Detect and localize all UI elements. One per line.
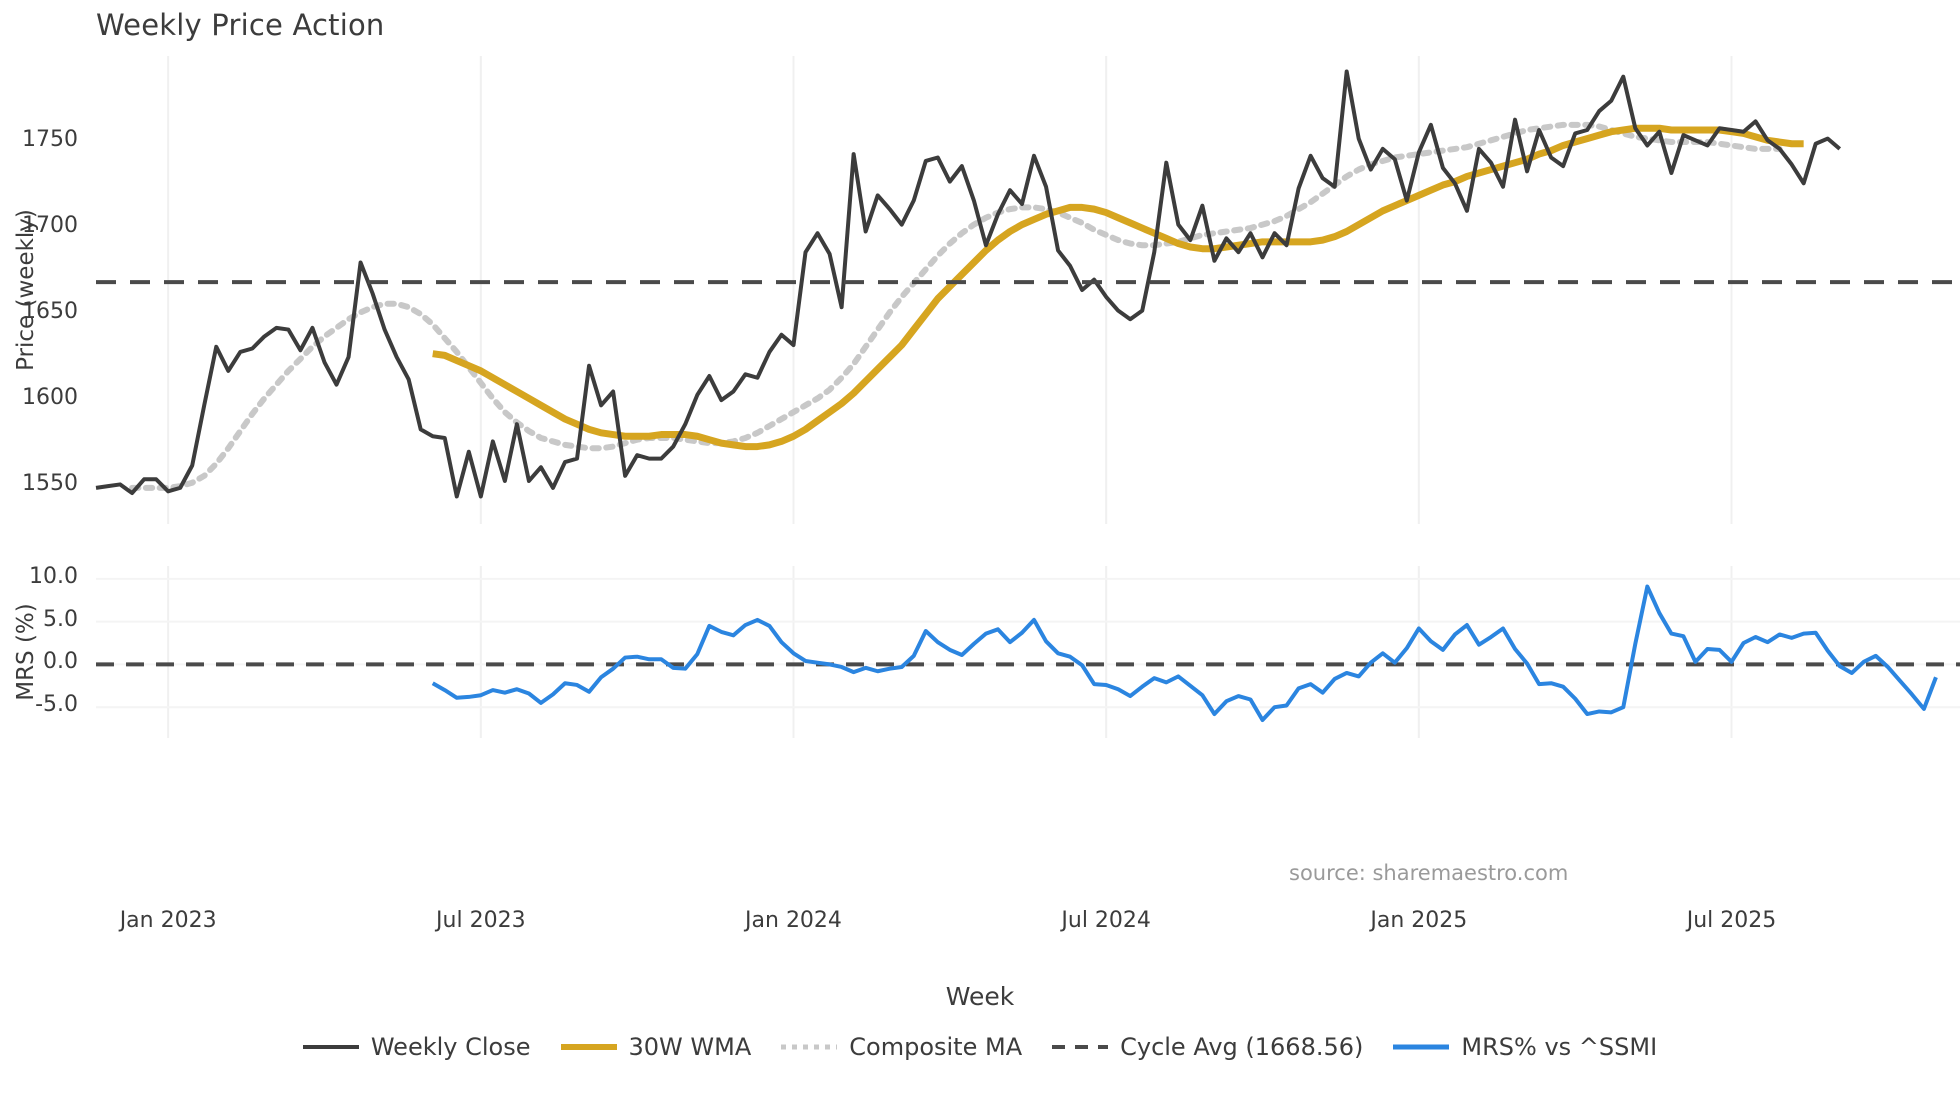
legend-30w-wma[interactable]: 30W WMA — [560, 1033, 752, 1061]
legend-cycle-avg[interactable]: Cycle Avg (1668.56) — [1052, 1033, 1363, 1061]
x-tick-label: Jan 2024 — [745, 908, 842, 933]
price-ytick-label: 1750 — [22, 127, 78, 153]
legend-label: Composite MA — [849, 1033, 1023, 1061]
series-30w-wma — [432, 124, 1804, 451]
x-axis-label: Week — [945, 982, 1015, 1011]
legend-mrs[interactable]: MRS% vs ^SSMI — [1393, 1033, 1657, 1061]
mrs-ytick-label: 5.0 — [43, 606, 78, 632]
legend-swatch-icon — [781, 1043, 838, 1051]
price-ytick-label: 1600 — [22, 385, 78, 411]
mrs-ytick-label: -5.0 — [35, 692, 78, 718]
legend-composite-ma[interactable]: Composite MA — [781, 1033, 1022, 1061]
mrs-ytick-label: 10.0 — [29, 563, 78, 589]
legend-swatch-icon — [1393, 1043, 1450, 1051]
source-watermark: source: sharemaestro.com — [1289, 861, 1569, 885]
price-ytick-label: 1700 — [22, 213, 78, 239]
legend-label: Weekly Close — [370, 1033, 531, 1061]
x-tick-label: Jan 2025 — [1370, 908, 1468, 933]
price-ytick-label: 1650 — [22, 299, 78, 325]
legend-swatch-icon — [560, 1043, 617, 1051]
legend-label: MRS% vs ^SSMI — [1461, 1033, 1658, 1061]
legend-label: 30W WMA — [628, 1033, 752, 1061]
legend-weekly-close[interactable]: Weekly Close — [302, 1033, 531, 1061]
legend-swatch-icon — [302, 1043, 359, 1051]
x-tick-label: Jan 2023 — [119, 908, 217, 933]
chart-legend: Weekly Close 30W WMA Composite MA Cycle Avg… — [0, 1022, 1960, 1072]
legend-swatch-icon — [1052, 1043, 1109, 1051]
x-tick-label: Jul 2025 — [1686, 908, 1777, 933]
chart-title: Weekly Price Action — [96, 8, 385, 42]
mrs-ytick-label: 0.0 — [43, 649, 78, 675]
series-composite-ma — [129, 121, 1783, 491]
series-weekly-close — [95, 69, 1842, 499]
series-mrs-pct — [431, 584, 1938, 723]
x-tick-label: Jul 2023 — [436, 908, 526, 933]
price-ytick-label: 1550 — [22, 471, 78, 497]
legend-label: Cycle Avg (1668.56) — [1120, 1033, 1364, 1061]
x-tick-label: Jul 2024 — [1061, 908, 1151, 933]
